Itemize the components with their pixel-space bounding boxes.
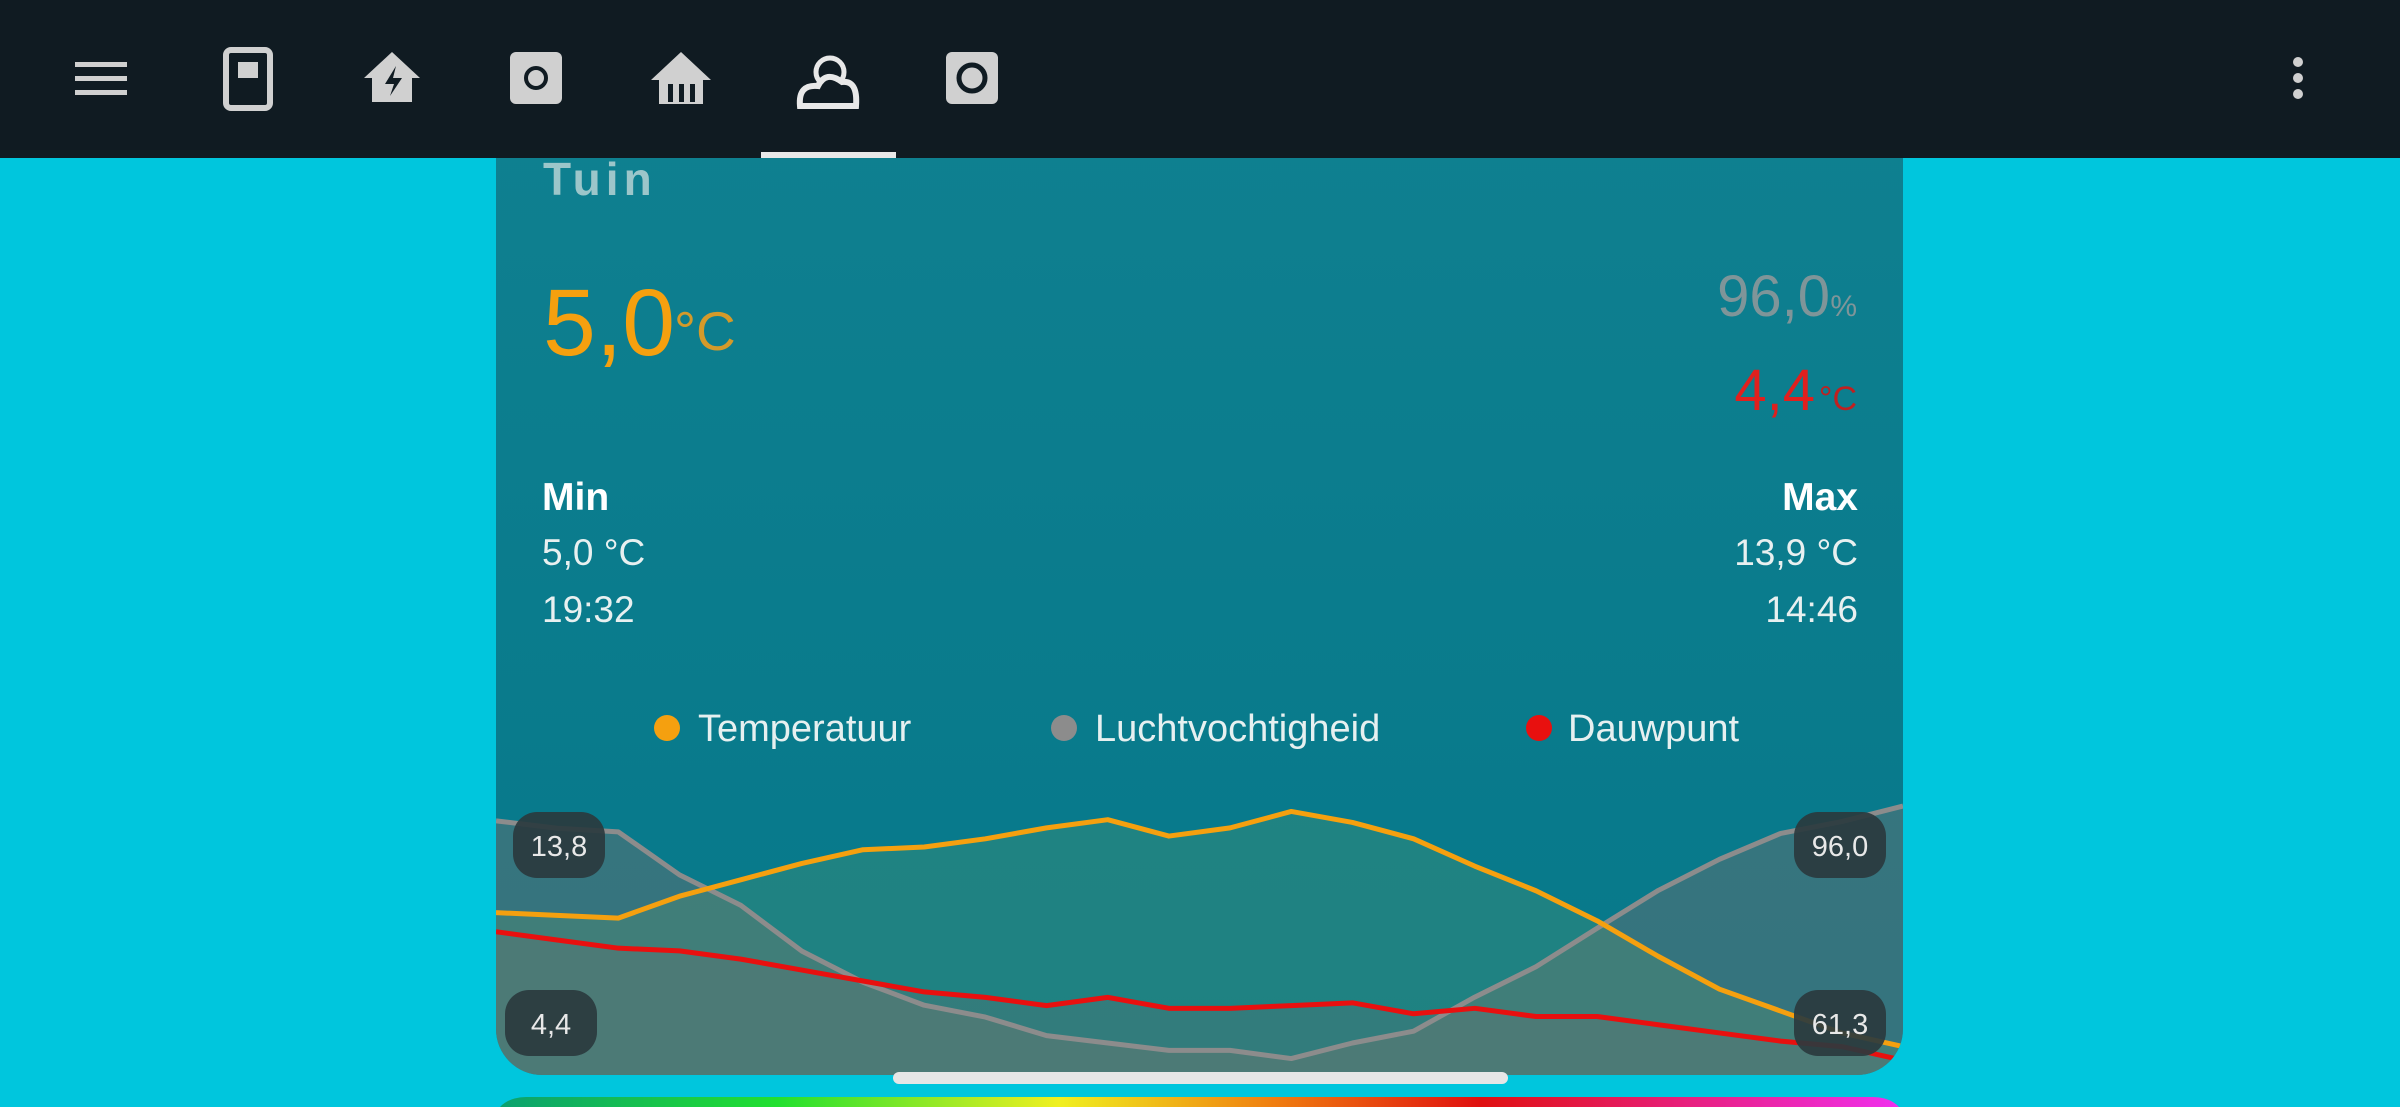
tab-weather[interactable] — [796, 55, 860, 109]
series-line — [496, 808, 1903, 1050]
legend-label: Dauwpunt — [1568, 708, 1740, 750]
axis-badge-label: 13,8 — [531, 831, 587, 863]
axis-badge — [505, 990, 597, 1056]
tab-energy[interactable] — [364, 52, 420, 102]
card-title: Tuin — [543, 153, 657, 205]
humidity-unit: % — [1830, 290, 1857, 323]
series-area — [496, 931, 1903, 1075]
toolbar-icons — [75, 47, 2303, 158]
legend-dot — [654, 715, 680, 741]
min-label: Min — [542, 476, 609, 519]
dew-point-value: 4,4 — [1734, 358, 1815, 423]
more-button[interactable] — [2293, 57, 2303, 99]
humidity-value: 96,0 — [1717, 264, 1830, 329]
tab-camera[interactable] — [946, 52, 998, 104]
legend-label: Luchtvochtigheid — [1095, 708, 1380, 750]
axis-badge-label: 61,3 — [1812, 1009, 1868, 1041]
min-value: 5,0 °C — [542, 532, 645, 573]
axis-badge — [1794, 990, 1886, 1056]
legend-dot — [1526, 715, 1552, 741]
axis-badge-label: 4,4 — [531, 1009, 571, 1041]
legend-label: Temperatuur — [698, 708, 912, 750]
top-bar — [0, 0, 2400, 158]
series-line — [496, 803, 1903, 1062]
sensor-card — [496, 100, 1903, 1075]
axis-badge-label: 96,0 — [1812, 831, 1868, 863]
series-area — [496, 811, 1903, 1075]
legend-dot — [1051, 715, 1077, 741]
home-indicator — [893, 1072, 1508, 1084]
axis-badge — [1794, 812, 1886, 878]
graph — [496, 803, 1903, 1075]
legend: Temperatuur Luchtvochtigheid Dauwpunt — [654, 708, 1740, 750]
next-card — [500, 1097, 1899, 1107]
menu-button[interactable] — [75, 62, 127, 95]
series-line — [496, 929, 1903, 1063]
max-label: Max — [1782, 476, 1858, 519]
tab-house[interactable] — [651, 52, 711, 104]
max-time: 14:46 — [1765, 589, 1858, 630]
temperature-unit: °C — [674, 300, 736, 362]
min-time: 19:32 — [542, 589, 635, 630]
temperature-value: 5,0 — [543, 270, 675, 376]
axis-badge — [513, 812, 605, 878]
max-value: 13,9 °C — [1734, 532, 1858, 573]
tab-phone[interactable] — [223, 47, 273, 111]
series-area — [496, 806, 1903, 1075]
active-tab-indicator — [761, 152, 896, 158]
dew-point-unit: °C — [1819, 380, 1857, 418]
tab-climate[interactable] — [510, 52, 562, 104]
